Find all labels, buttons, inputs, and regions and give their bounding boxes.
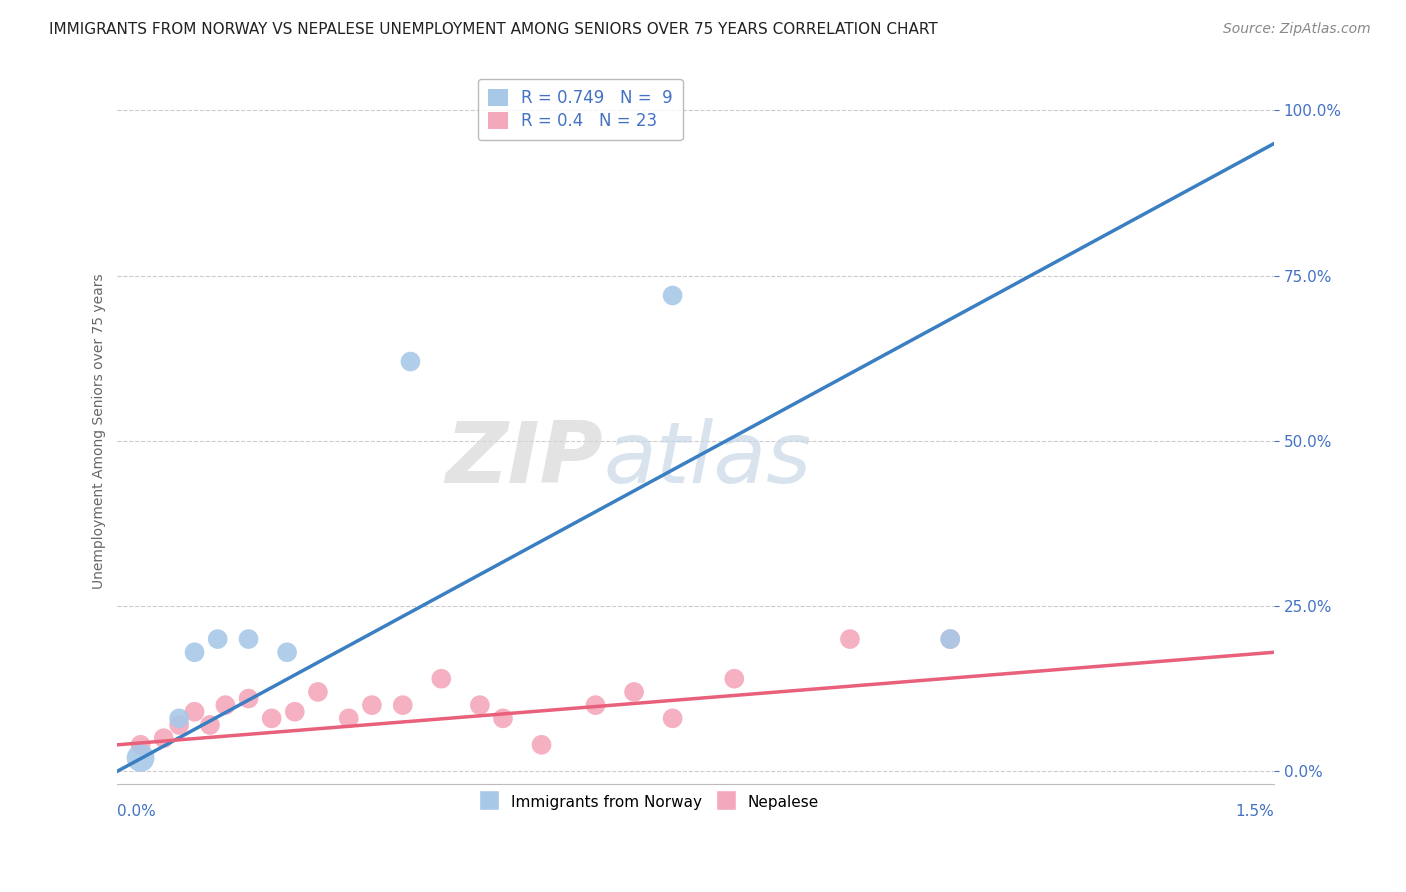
Point bbox=[198, 718, 221, 732]
Point bbox=[939, 632, 962, 646]
Point bbox=[129, 751, 152, 765]
Point bbox=[238, 632, 260, 646]
Point bbox=[152, 731, 174, 746]
Point bbox=[167, 711, 190, 725]
Point bbox=[307, 685, 329, 699]
Point bbox=[661, 711, 683, 725]
Point bbox=[661, 288, 683, 302]
Point bbox=[276, 645, 298, 659]
Text: 0.0%: 0.0% bbox=[118, 804, 156, 819]
Point bbox=[238, 691, 260, 706]
Point bbox=[129, 738, 152, 752]
Point bbox=[468, 698, 491, 713]
Point bbox=[260, 711, 283, 725]
Point bbox=[183, 645, 205, 659]
Point bbox=[337, 711, 360, 725]
Legend: Immigrants from Norway, Nepalese: Immigrants from Norway, Nepalese bbox=[474, 788, 825, 815]
Text: IMMIGRANTS FROM NORWAY VS NEPALESE UNEMPLOYMENT AMONG SENIORS OVER 75 YEARS CORR: IMMIGRANTS FROM NORWAY VS NEPALESE UNEMP… bbox=[49, 22, 938, 37]
Point bbox=[430, 672, 453, 686]
Point bbox=[839, 632, 862, 646]
Point bbox=[623, 685, 645, 699]
Text: 1.5%: 1.5% bbox=[1236, 804, 1274, 819]
Point bbox=[585, 698, 607, 713]
Point bbox=[167, 718, 190, 732]
Point bbox=[214, 698, 236, 713]
Point bbox=[399, 354, 422, 368]
Text: ZIP: ZIP bbox=[446, 417, 603, 500]
Point bbox=[391, 698, 413, 713]
Point bbox=[207, 632, 229, 646]
Point bbox=[284, 705, 307, 719]
Y-axis label: Unemployment Among Seniors over 75 years: Unemployment Among Seniors over 75 years bbox=[93, 273, 107, 589]
Point bbox=[492, 711, 515, 725]
Point bbox=[939, 632, 962, 646]
Text: Source: ZipAtlas.com: Source: ZipAtlas.com bbox=[1223, 22, 1371, 37]
Point bbox=[361, 698, 384, 713]
Point bbox=[530, 738, 553, 752]
Point bbox=[723, 672, 745, 686]
Text: atlas: atlas bbox=[603, 417, 811, 500]
Point bbox=[183, 705, 205, 719]
